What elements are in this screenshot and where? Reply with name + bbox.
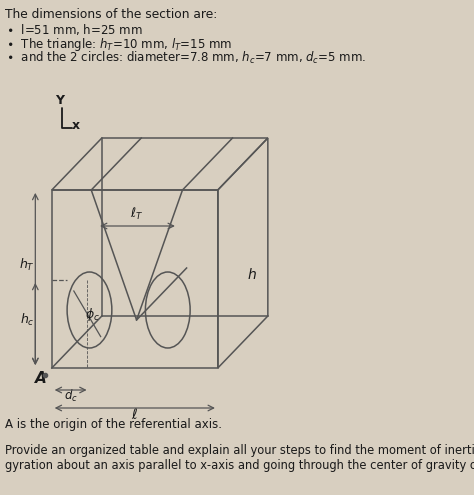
Text: $\bullet$  and the 2 circles: diameter=7.8 mm, $h_c$=7 mm, $d_c$=5 mm.: $\bullet$ and the 2 circles: diameter=7.… [6,50,366,66]
Text: $\ell_T$: $\ell_T$ [130,206,143,222]
Text: $h_T$: $h_T$ [19,257,35,273]
Text: $h$: $h$ [247,267,257,282]
Text: Provide an organized table and explain all your steps to find the moment of iner: Provide an organized table and explain a… [5,444,474,472]
Text: $\bullet$  The triangle: $h_T$=10 mm, $l_T$=15 mm: $\bullet$ The triangle: $h_T$=10 mm, $l_… [6,36,232,53]
Text: $\bullet$  l=51 mm, h=25 mm: $\bullet$ l=51 mm, h=25 mm [6,22,143,37]
Text: A is the origin of the referential axis.: A is the origin of the referential axis. [5,418,222,431]
Text: A: A [36,371,47,386]
Text: x: x [72,119,80,132]
Text: Y: Y [55,94,64,107]
Text: The dimensions of the section are:: The dimensions of the section are: [5,8,217,21]
Text: $\ell$: $\ell$ [131,407,138,422]
Text: $\phi_c$: $\phi_c$ [85,306,100,323]
Text: $h_c$: $h_c$ [20,312,35,328]
Text: $d_c$: $d_c$ [64,388,78,404]
